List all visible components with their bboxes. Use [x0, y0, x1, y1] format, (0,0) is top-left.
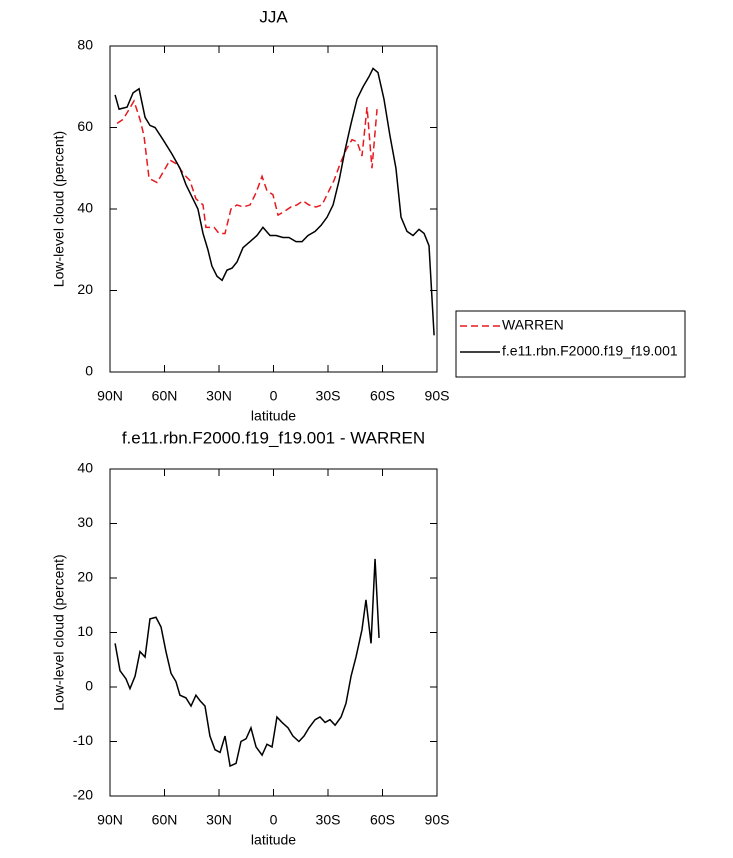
x-tick-label: 0	[270, 812, 278, 828]
x-tick-label: 90S	[425, 812, 450, 828]
plot-frame	[109, 45, 438, 373]
y-axis-label: Low-level cloud (percent)	[51, 131, 67, 287]
chart-title: f.e11.rbn.F2000.f19_f19.001 - WARREN	[122, 428, 425, 447]
x-tick-label: 30S	[316, 812, 341, 828]
x-axis-label: latitude	[251, 832, 296, 848]
data-line	[116, 99, 378, 235]
data-line	[114, 67, 435, 336]
x-tick-label: 90N	[97, 812, 123, 828]
y-tick-label: 40	[77, 200, 93, 216]
y-tick-label: 40	[77, 460, 93, 476]
x-tick-label: 60S	[370, 388, 395, 404]
x-tick-label: 30S	[316, 388, 341, 404]
y-tick-label: 80	[77, 37, 93, 53]
x-tick-label: 0	[270, 388, 278, 404]
y-tick-label: -20	[73, 787, 93, 803]
x-tick-label: 90S	[425, 388, 450, 404]
y-tick-label: 0	[85, 678, 93, 694]
chart-title: JJA	[259, 7, 288, 26]
legend-label: WARREN	[502, 317, 564, 333]
y-tick-label: -10	[73, 732, 93, 748]
legend-label: f.e11.rbn.F2000.f19_f19.001	[502, 343, 678, 359]
x-tick-label: 60N	[152, 388, 178, 404]
x-tick-label: 60N	[152, 812, 178, 828]
y-tick-label: 20	[77, 569, 93, 585]
x-axis-label: latitude	[251, 408, 296, 424]
y-tick-label: 10	[77, 623, 93, 639]
plot-frame	[109, 468, 438, 797]
x-tick-label: 90N	[97, 388, 123, 404]
y-tick-label: 30	[77, 514, 93, 530]
x-tick-label: 60S	[370, 812, 395, 828]
y-tick-label: 60	[77, 118, 93, 134]
y-axis-label: Low-level cloud (percent)	[51, 554, 67, 710]
y-tick-label: 0	[85, 363, 93, 379]
data-line	[114, 558, 380, 768]
x-tick-label: 30N	[206, 388, 232, 404]
x-tick-label: 30N	[206, 812, 232, 828]
y-tick-label: 20	[77, 281, 93, 297]
legend-box	[455, 310, 686, 378]
